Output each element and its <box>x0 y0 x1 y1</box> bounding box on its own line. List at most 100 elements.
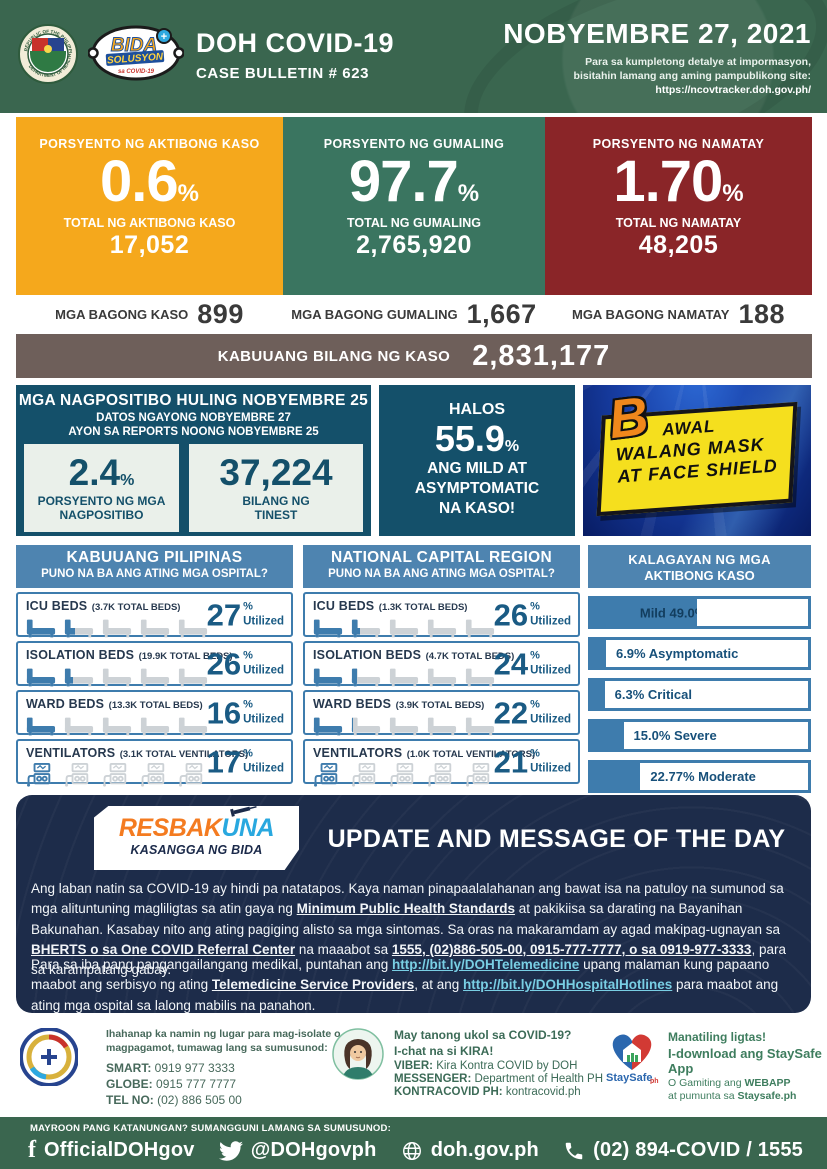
moderate-bar: 22.77% Moderate <box>588 760 811 793</box>
ventilators-row: VENTILATORS (1.0K TOTAL VENTILATORS) 21%… <box>303 739 580 787</box>
ventilator-icon <box>428 763 452 787</box>
bed-icon <box>64 717 94 736</box>
svg-text:StaySafe: StaySafe <box>606 1072 652 1084</box>
positivity-rate-card: 2.4% PORSYENTO NG MGA NAGPOSITIBO <box>24 444 179 532</box>
header: REPUBLIC OF THE PHILIPPINES DEPARTMENT O… <box>0 0 827 113</box>
recovered-percent: 97.7% <box>348 149 480 214</box>
bulletin-date: NOBYEMBRE 27, 2021 <box>503 18 811 49</box>
recovered-total: 2,765,920 <box>356 230 472 259</box>
icu-beds-row: ICU BEDS (3.7K TOTAL BEDS) 27% Utilized <box>16 592 293 640</box>
card-label: PORSYENTO NG NAMATAY <box>592 137 765 151</box>
utilization-percent: 22% Utilized <box>493 694 571 730</box>
doh-seal-logo: REPUBLIC OF THE PHILIPPINES DEPARTMENT O… <box>18 24 78 84</box>
utilization-percent: 26% Utilized <box>206 645 284 681</box>
kontracovid-link[interactable]: KONTRACOVID PH: kontracovid.ph <box>394 1086 581 1099</box>
ventilator-icon <box>65 763 89 787</box>
header-watermark <box>437 0 827 113</box>
card-label: PORSYENTO NG GUMALING <box>323 137 505 151</box>
positivity-sub2: AYON SA REPORTS NOONG NOBYEMBRE 25 <box>68 426 319 438</box>
deaths-percent: 1.70% <box>613 149 744 214</box>
active-total: 17,052 <box>109 230 190 259</box>
deaths-card: PORSYENTO NG NAMATAY 1.70% TOTAL NG NAMA… <box>545 117 812 295</box>
staysafe-logo: StaySafe ph <box>606 1034 659 1084</box>
column-header: NATIONAL CAPITAL REGION PUNO NA BA ANG A… <box>303 545 580 588</box>
total-cases-bar: KABUUANG BILANG NG KASO 2,831,177 <box>16 334 812 378</box>
text-segment: na maaabot sa <box>295 941 392 957</box>
website-link[interactable]: doh.gov.ph <box>401 1139 539 1162</box>
column-header: KALAGAYAN NG MGA AKTIBONG KASO <box>588 545 811 588</box>
footer-contacts: Ihahanap ka namin ng lugar para mag-isol… <box>0 1020 827 1117</box>
ventilator-icons <box>313 763 495 787</box>
utilization-percent: 17% Utilized <box>206 743 284 779</box>
facebook-handle[interactable]: f OfficialDOHgov <box>28 1137 195 1163</box>
viber-contact: VIBER: Kira Kontra COVID by DOH <box>394 1060 578 1073</box>
ventilator-icon <box>179 763 203 787</box>
bed-icons <box>313 616 495 640</box>
deaths-total: 48,205 <box>638 230 719 259</box>
bed-icon <box>140 717 170 736</box>
new-deaths: MGA BAGONG NAMATAY 188 <box>571 299 785 329</box>
text-segment: at pumunta sa <box>668 1090 738 1102</box>
new-cases: MGA BAGONG KASO 899 <box>55 299 244 329</box>
critical-bar: 6.3% Critical <box>588 678 811 711</box>
bida-solusyon-logo: BIDA + SOLUSYON sa COVID-19 <box>88 25 184 81</box>
text-segment: Telemedicine Service Providers <box>211 977 415 993</box>
card-label: PORSYENTO NG AKTIBONG KASO <box>39 137 260 151</box>
text-segment: upang malaman kung papaano maabot ang se… <box>31 957 770 993</box>
utilization-percent: 16% Utilized <box>206 694 284 730</box>
text-segment: Para sa iba pang pangangailangang medika… <box>31 957 393 972</box>
bed-icon <box>351 717 354 733</box>
header-note-line2: bisitahin lamang ang aming pampublikong … <box>573 70 811 83</box>
column-header: KABUUANG PILIPINAS PUNO NA BA ANG ATING … <box>16 545 293 588</box>
bed-icons <box>26 616 208 640</box>
text-segment: at pakikiisa sa darating na Bayanihan Ba… <box>31 901 780 937</box>
bed-icon <box>140 668 170 687</box>
recovered-card: PORSYENTO NG GUMALING 97.7% TOTAL NG GUM… <box>283 117 545 295</box>
bed-icon <box>102 619 132 638</box>
positivity-title: MGA NAGPOSITIBO HULING NOBYEMBRE 25 <box>18 392 369 409</box>
tracker-url-link[interactable]: https://ncovtracker.doh.gov.ph/ <box>655 84 811 97</box>
bed-icon <box>178 668 208 687</box>
text-segment: , para sa karampatang gabay. <box>31 941 786 977</box>
twitter-handle[interactable]: @DOHgovph <box>218 1139 377 1163</box>
update-title: UPDATE AND MESSAGE OF THE DAY <box>327 825 786 853</box>
sign-big-letter: B <box>605 385 652 451</box>
text-segment: WEBAPP <box>744 1077 791 1089</box>
ward-beds-row: WARD BEDS (13.3K TOTAL BEDS) 16% Utilized <box>16 690 293 736</box>
bed-icon <box>64 668 74 687</box>
positivity-sub1: DATOS NGAYONG NOBYEMBRE 27 <box>96 412 291 424</box>
isolation-beds-row: ISOLATION BEDS (19.9K TOTAL BEDS) 26% Uti… <box>16 641 293 687</box>
text-segment: BHERTS o sa One COVID Referral Center <box>31 941 296 957</box>
phone-icon <box>565 1142 583 1159</box>
philippines-hospital-column: KABUUANG PILIPINAS PUNO NA BA ANG ATING … <box>16 545 293 787</box>
asymptomatic-bar: 6.9% Asymptomatic <box>588 637 811 670</box>
kira-avatar <box>332 1028 384 1080</box>
card-total-label: TOTAL NG NAMATAY <box>615 215 742 230</box>
ventilators-row: VENTILATORS (3.1K TOTAL VENTILATORS) 17%… <box>16 739 293 787</box>
inline-link[interactable]: http://bit.ly/DOHTelemedicine <box>392 957 580 972</box>
hotline-number[interactable]: (02) 894-COVID / 1555 <box>563 1139 803 1162</box>
tested-count-card: 37,224 BILANG NG TINEST <box>189 444 363 532</box>
bottom-social-bar: MAYROON PANG KATANUNGAN? SUMANGGUNI LAMA… <box>0 1117 827 1169</box>
utilization-percent: 24% Utilized <box>493 645 571 681</box>
bed-icon <box>351 668 357 687</box>
bed-icon <box>178 619 208 638</box>
ncr-hospital-column: NATIONAL CAPITAL REGION PUNO NA BA ANG A… <box>303 545 580 787</box>
bed-icon <box>313 619 343 638</box>
syringe-icon <box>230 806 258 817</box>
active-cases-card: PORSYENTO NG AKTIBONG KASO 0.6% TOTAL NG… <box>16 117 283 295</box>
stat-cards: PORSYENTO NG AKTIBONG KASO 0.6% TOTAL NG… <box>16 117 812 295</box>
inline-link[interactable]: http://bit.ly/DOHHospitalHotlines <box>463 977 673 993</box>
svg-text:+: + <box>161 31 167 43</box>
card-total-label: TOTAL NG AKTIBONG KASO <box>63 215 236 230</box>
mild-bar: Mild 49.0% <box>588 596 811 629</box>
text-segment: O Gamiting ang <box>668 1077 745 1089</box>
utilization-percent: 26% Utilized <box>493 596 571 632</box>
text-segment: Staysafe.ph <box>737 1090 797 1102</box>
positivity-box: MGA NAGPOSITIBO HULING NOBYEMBRE 25 DATO… <box>16 385 371 536</box>
card-total-label: TOTAL NG GUMALING <box>346 215 482 230</box>
bed-icon <box>313 668 343 687</box>
bottom-question: MAYROON PANG KATANUNGAN? SUMANGGUNI LAMA… <box>30 1123 391 1134</box>
bed-icon <box>102 668 132 687</box>
